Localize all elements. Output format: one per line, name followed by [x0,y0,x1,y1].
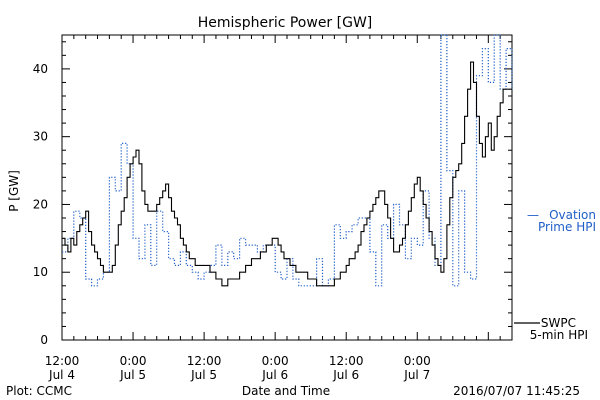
x-tick-label-time: 12:00 [45,354,80,368]
y-axis-ticks: 0 10 20 30 40 [33,41,512,347]
y-tick-label: 40 [33,62,48,76]
legend: — Ovation Prime HPI SWPC 5-min HPI [514,208,596,342]
plot-frame [61,34,513,341]
y-tick-label: 0 [40,333,48,347]
series-layer [62,34,513,287]
y-tick-label: 30 [33,130,48,144]
legend-ovation-dash: — [527,208,539,222]
legend-swpc-line1: SWPC [541,316,576,330]
x-tick-label-time: 12:00 [329,354,364,368]
x-tick-label-date: Jul 5 [190,368,217,382]
footer-timestamp: 2016/07/07 11:45:25 [453,384,580,398]
x-tick-label-time: 0:00 [120,354,147,368]
x-tick-label-date: Jul 7 [403,368,430,382]
x-tick-label-time: 0:00 [262,354,289,368]
y-axis-label: P [GW] [7,170,21,212]
series-swpc-5min-hpi [62,61,512,287]
legend-ovation-line2: Prime HPI [538,220,596,234]
x-tick-label-time: 12:00 [187,354,222,368]
footer-plot-credit: Plot: CCMC [6,384,72,398]
legend-ovation-line1: Ovation [549,208,596,222]
y-tick-label: 20 [33,197,48,211]
x-tick-label-time: 0:00 [404,354,431,368]
legend-swpc-line2: 5-min HPI [530,328,588,342]
y-tick-label: 10 [33,265,48,279]
x-axis-label: Date and Time [242,384,330,398]
x-tick-label-date: Jul 6 [261,368,288,382]
x-tick-label-date: Jul 5 [119,368,146,382]
chart-title: Hemispheric Power [GW] [198,15,373,31]
series-ovation-prime-hpi [62,34,513,287]
x-tick-label-date: Jul 6 [332,368,359,382]
x-tick-label-date: Jul 4 [48,368,75,382]
